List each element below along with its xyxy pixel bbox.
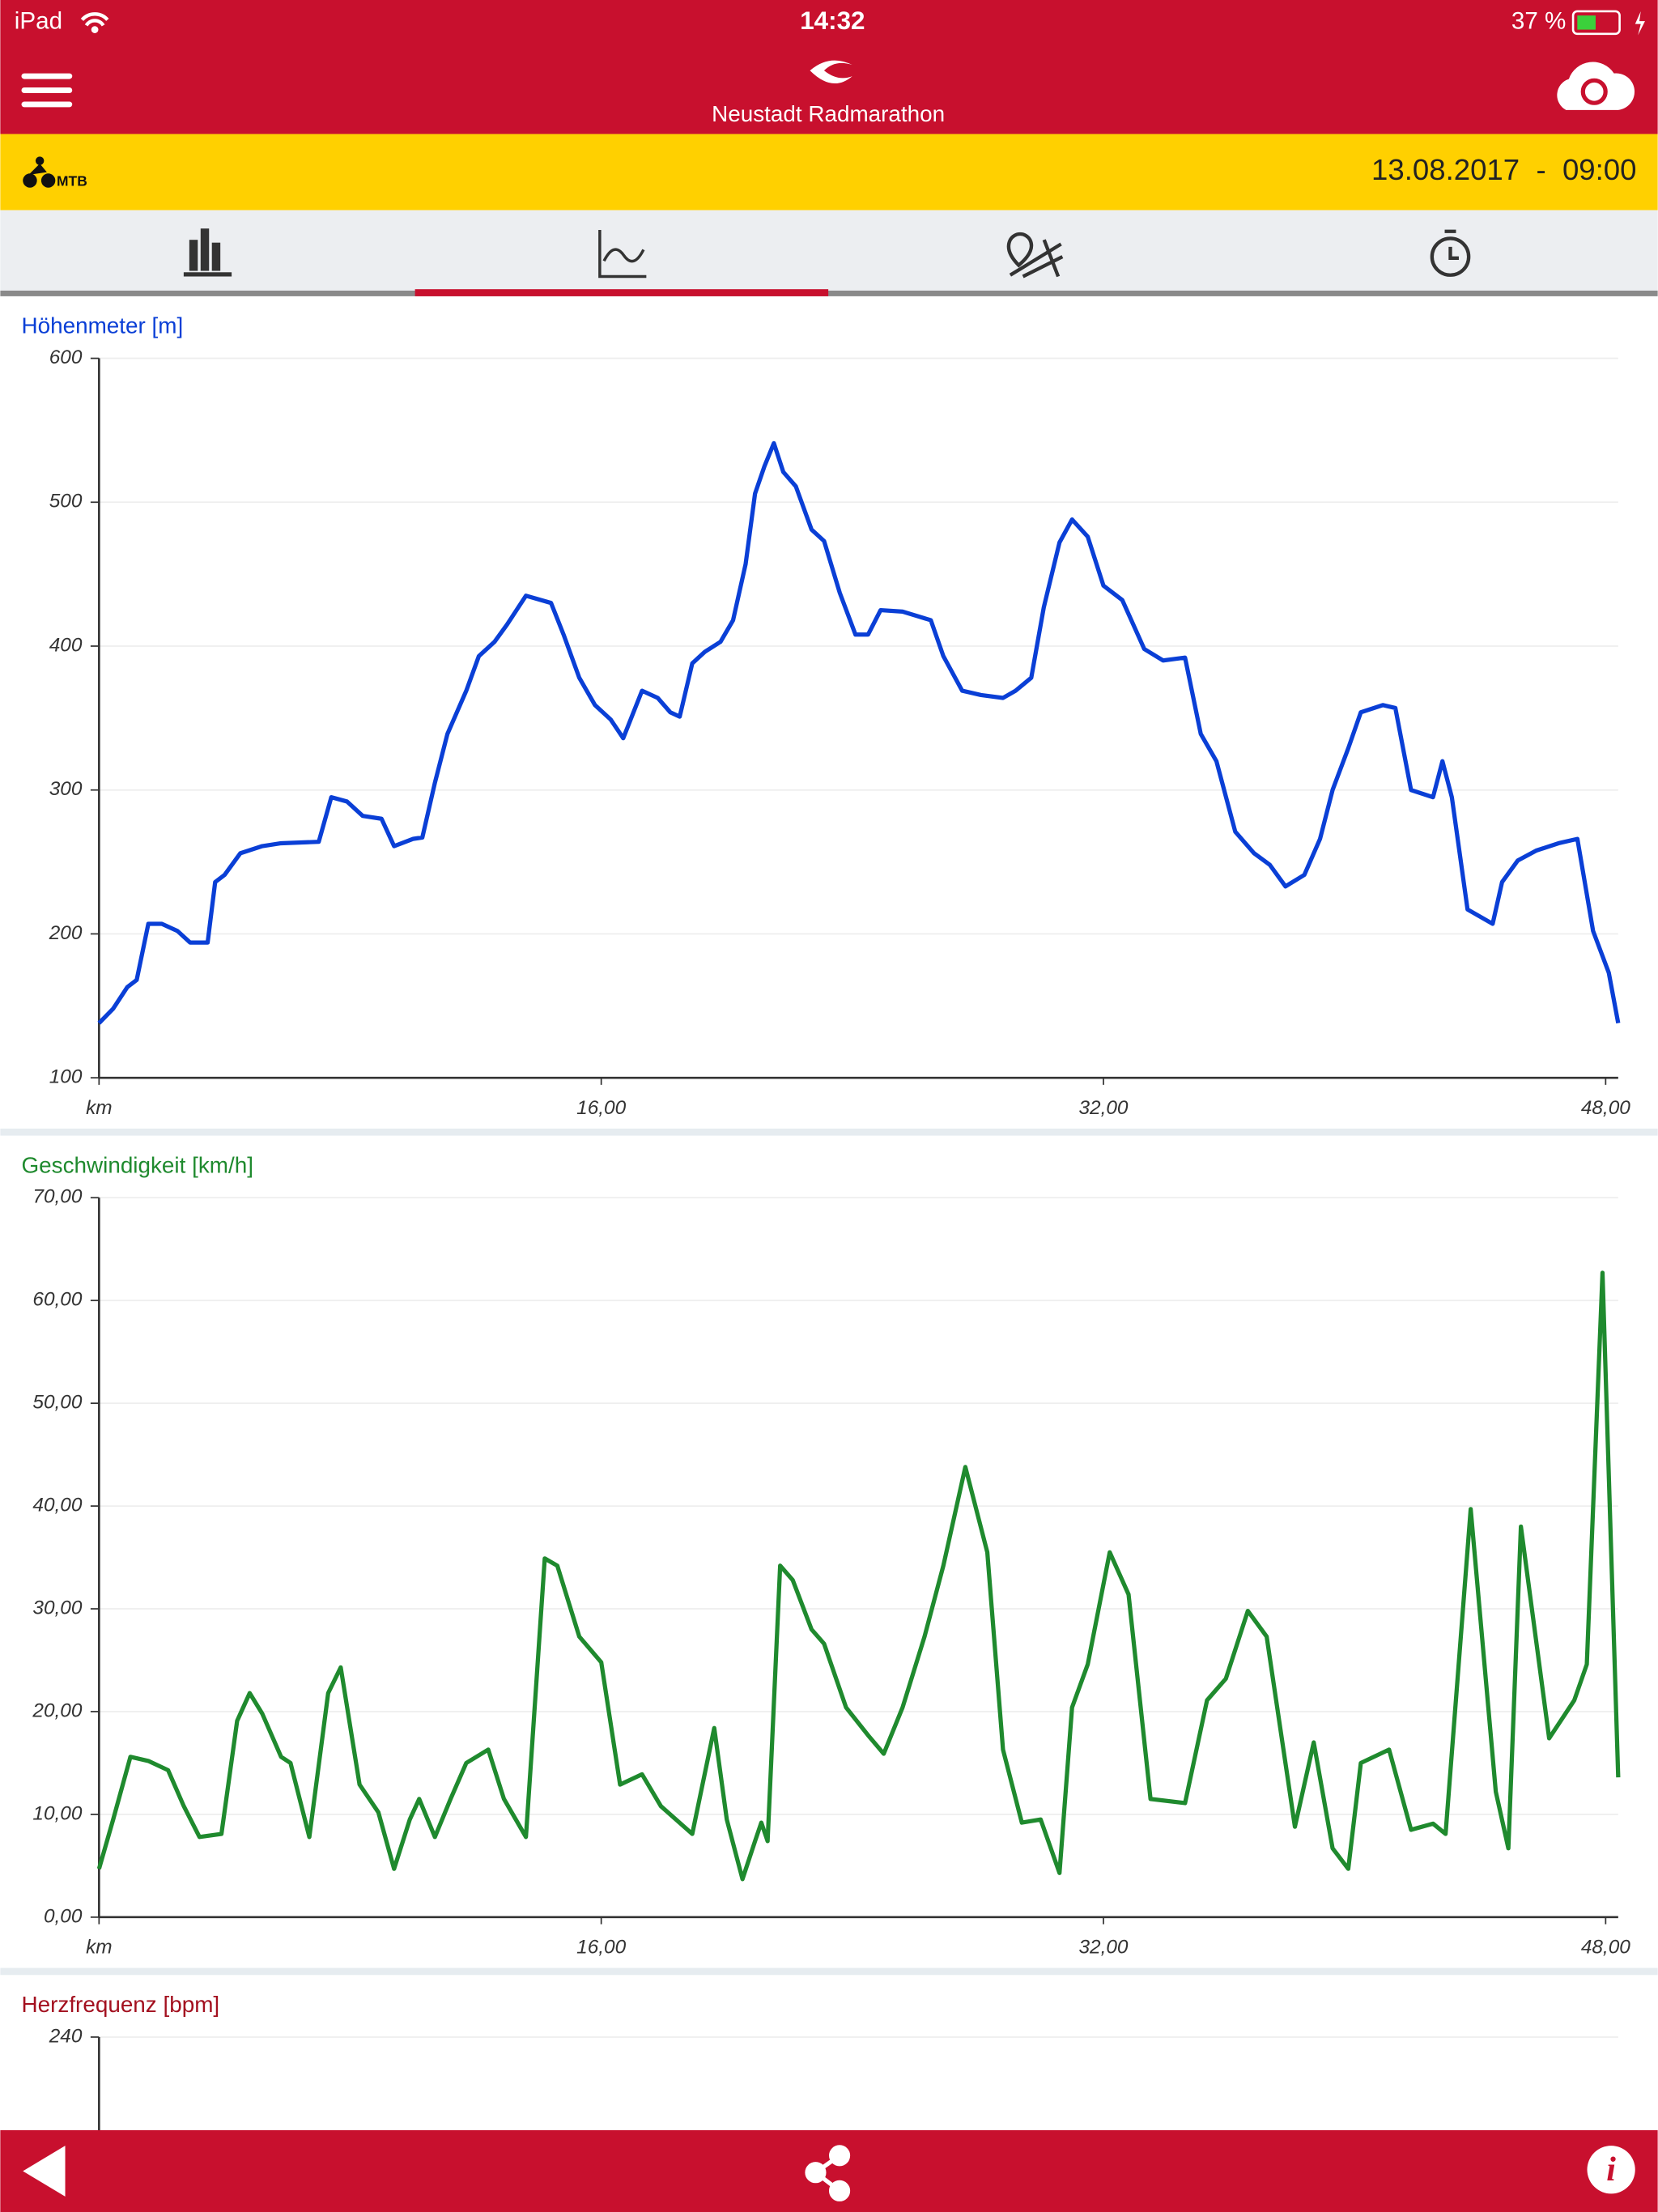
device-label: iPad [15,8,62,35]
x-tick-label: 32,00 [1079,1097,1129,1119]
x-tick-label: 48,00 [1581,1937,1630,1959]
x-tick-label: 16,00 [576,1097,626,1119]
y-tick-label: 600 [49,347,83,368]
share-button[interactable] [805,2145,851,2201]
y-tick-label: 300 [49,778,83,800]
info-button[interactable]: i [1587,2146,1635,2194]
tab-stats[interactable] [183,228,232,277]
svg-text:i: i [1606,2151,1616,2189]
x-tick-label: km [86,1097,113,1119]
y-tick-label: 0,00 [44,1905,83,1927]
y-tick-label: 200 [49,922,83,944]
y-tick-label: 100 [49,1066,83,1088]
header-bar [0,0,1658,134]
battery-level [1577,15,1596,30]
tab-bar [0,210,1658,291]
bottom-bar [0,2129,1658,2212]
logo [810,60,852,84]
y-tick-label: 240 [49,2025,83,2047]
clock: 14:32 [800,6,865,35]
wifi-icon [80,12,109,27]
y-tick-label: 400 [49,634,83,656]
event-bar [0,134,1658,211]
y-tick-label: 10,00 [32,1802,82,1824]
charging-icon [1635,11,1645,36]
data-line [96,1270,1621,1882]
y-tick-label: 20,00 [32,1699,82,1721]
menu-button[interactable] [21,73,73,108]
event-datetime: 13.08.2017 - 09:00 [1371,153,1636,186]
chart-title: Geschwindigkeit [km/h] [22,1152,253,1177]
panel-separator [0,1967,1658,1976]
sync-button[interactable] [1557,62,1635,110]
x-tick-label: 48,00 [1581,1097,1630,1119]
back-button[interactable] [23,2146,66,2197]
category-label: MTB [57,172,87,189]
y-tick-label: 60,00 [32,1289,82,1311]
tab-map[interactable] [1006,232,1064,279]
x-tick-label: km [86,1937,113,1959]
tab-underline [0,290,1658,296]
x-tick-label: 32,00 [1079,1937,1129,1959]
tab-profile[interactable] [598,230,647,279]
battery-icon [1571,10,1621,36]
y-tick-label: 30,00 [32,1597,82,1619]
active-tab-indicator [414,289,829,296]
x-tick-label: 16,00 [576,1937,626,1959]
y-tick-label: 500 [49,491,83,513]
panel-separator [0,1128,1658,1136]
y-tick-label: 50,00 [32,1392,82,1414]
battery-percent: 37 % [1511,8,1566,35]
tab-timer[interactable] [1430,229,1471,277]
y-tick-label: 70,00 [32,1186,82,1208]
wifi-icon-dot [91,26,99,33]
data-line [97,440,1621,1025]
header-title: Neustadt Radmarathon [712,101,945,126]
bike-icon [23,156,56,188]
y-tick-label: 40,00 [32,1495,82,1516]
chart-title: Herzfrequenz [bpm] [22,1992,220,2017]
chart-title: Höhenmeter [m] [22,313,184,338]
